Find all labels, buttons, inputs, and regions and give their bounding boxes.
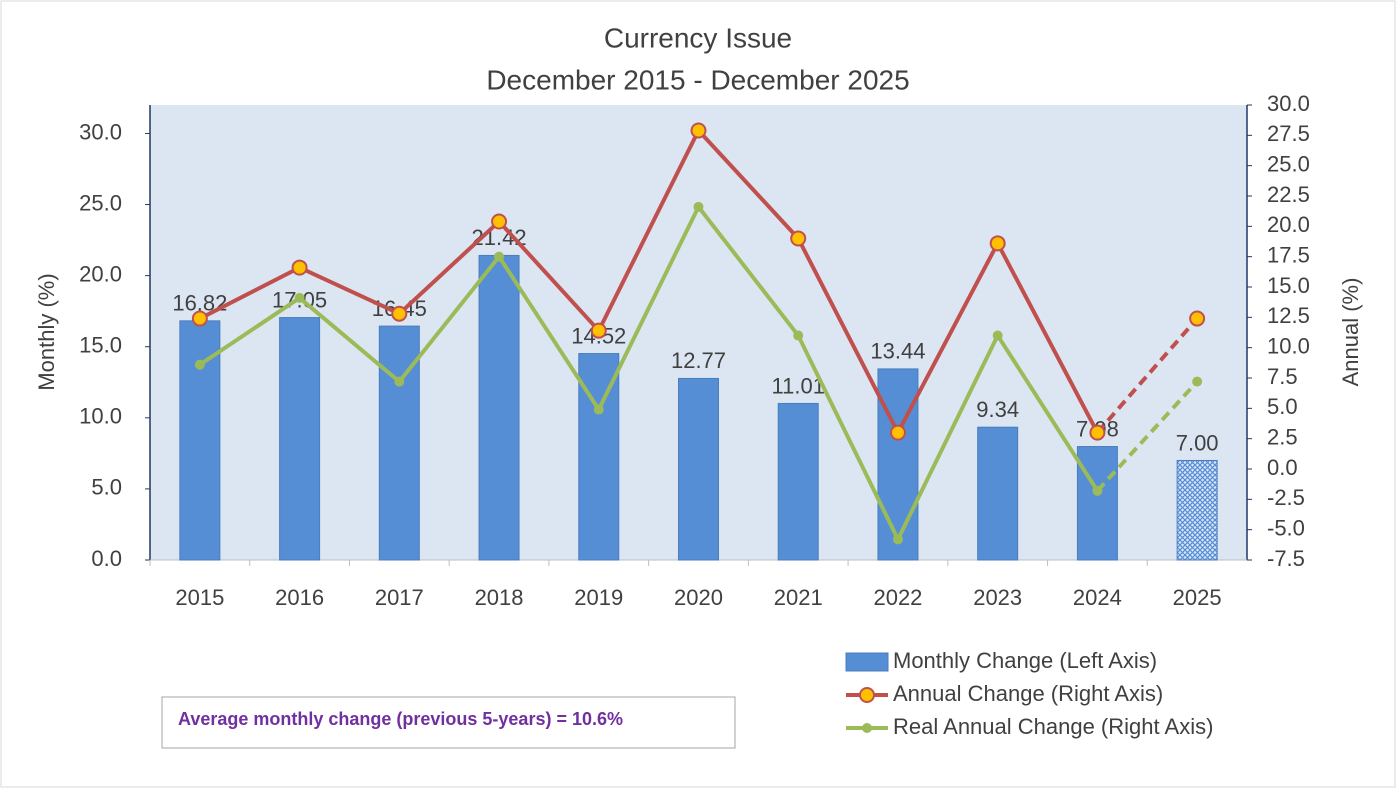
data-label: 12.77 [671,348,726,373]
y-tick-label: 20.0 [79,261,122,286]
data-label: 13.44 [870,339,925,364]
x-tick-label: 2021 [774,585,823,610]
y-tick-label: 25.0 [79,190,122,215]
marker [590,322,607,339]
y2-tick-label: 7.5 [1267,364,1298,389]
bar [977,426,1019,561]
marker [291,259,308,276]
x-tick-label: 2018 [475,585,524,610]
y2-axis-title: Annual (%) [1338,278,1363,387]
marker [793,330,804,341]
marker [1192,376,1203,387]
bar [1076,446,1118,561]
marker [194,359,205,370]
marker [391,305,408,322]
y2-tick-label: 2.5 [1267,424,1298,449]
legend-marker [862,723,872,733]
marker [992,330,1003,341]
x-tick-label: 2023 [973,585,1022,610]
marker [693,201,704,212]
legend-label: Annual Change (Right Axis) [893,681,1163,706]
chart-title: Currency Issue [604,22,792,53]
x-tick-label: 2017 [375,585,424,610]
x-tick-label: 2020 [674,585,723,610]
marker [191,310,208,327]
legend-label: Real Annual Change (Right Axis) [893,714,1213,739]
marker [1189,310,1206,327]
marker [593,404,604,415]
data-label: 11.01 [772,373,825,398]
marker [1089,424,1106,441]
y2-tick-label: 17.5 [1267,242,1310,267]
line [198,126,1100,437]
y2-tick-label: 5.0 [1267,394,1298,419]
data-label: 7.00 [1176,430,1219,455]
marker [889,424,906,441]
data-label: 9.34 [976,397,1019,422]
line [1095,317,1199,434]
y2-tick-label: 15.0 [1267,273,1310,298]
x-tick-label: 2015 [175,585,224,610]
y-axis-title: Monthly (%) [34,273,59,390]
line [198,203,1100,544]
marker [491,213,508,230]
y2-tick-label: 20.0 [1267,212,1310,237]
x-tick-label: 2019 [574,585,623,610]
marker [690,122,707,139]
y-tick-label: 30.0 [79,119,122,144]
marker [494,251,505,262]
bar [877,368,919,561]
chart-subtitle: December 2015 - December 2025 [486,64,909,95]
x-tick-label: 2022 [873,585,922,610]
y2-tick-label: 0.0 [1267,455,1298,480]
y2-tick-label: 22.5 [1267,182,1310,207]
y-tick-label: 15.0 [79,333,122,358]
y2-tick-label: 10.0 [1267,333,1310,358]
line [1095,380,1199,493]
legend-label: Monthly Change (Left Axis) [893,648,1157,673]
marker [892,534,903,545]
y-tick-label: 10.0 [79,404,122,429]
x-tick-label: 2024 [1073,585,1122,610]
bar [279,317,321,561]
y2-tick-label: 25.0 [1267,151,1310,176]
x-tick-label: 2016 [275,585,324,610]
y2-tick-label: -7.5 [1267,546,1305,571]
marker [294,292,305,303]
y2-tick-label: -2.5 [1267,485,1305,510]
y2-tick-label: -5.0 [1267,515,1305,540]
annotation-box [161,696,736,749]
legend-marker [859,687,875,703]
marker [1092,485,1103,496]
legend-swatch [845,652,889,672]
bar [678,377,719,561]
y2-tick-label: 30.0 [1267,91,1310,116]
bar [777,402,819,561]
marker [790,230,807,247]
y-tick-label: 5.0 [91,475,122,500]
x-tick-label: 2025 [1173,585,1222,610]
y2-tick-label: 12.5 [1267,303,1310,328]
bar [1176,459,1218,561]
annotation: Average monthly change (previous 5-years… [178,709,623,729]
marker [989,235,1006,252]
y2-tick-label: 27.5 [1267,121,1310,146]
y-tick-label: 0.0 [91,546,122,571]
bar [478,254,520,561]
marker [394,376,405,387]
